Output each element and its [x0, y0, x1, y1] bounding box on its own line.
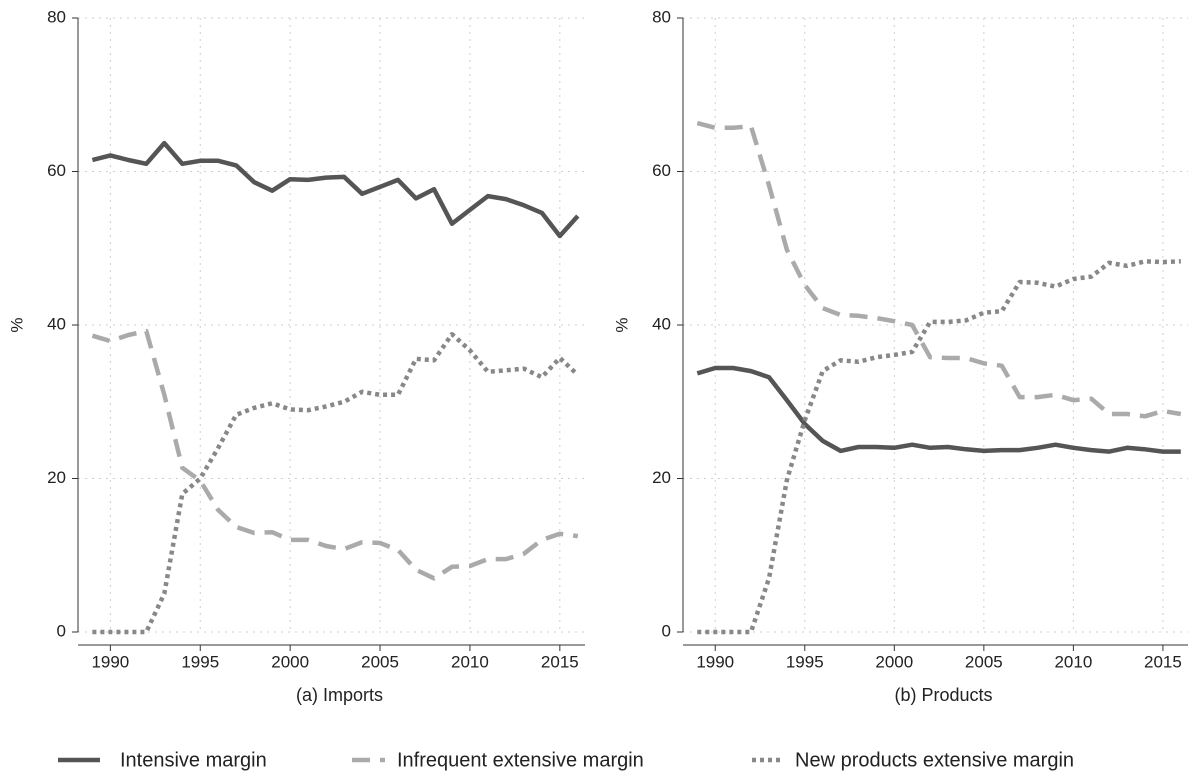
x-tick-label: 1990 — [696, 652, 734, 671]
x-tick-label: 2015 — [541, 652, 579, 671]
y-tick-label: 60 — [652, 161, 671, 180]
x-tick-label: 2005 — [361, 652, 399, 671]
x-tick-label: 2000 — [271, 652, 309, 671]
legend-label: New products extensive margin — [795, 749, 1074, 771]
series-line — [91, 328, 579, 581]
y-tick-label: 80 — [47, 7, 66, 26]
x-tick-label: 2010 — [451, 652, 489, 671]
y-axis-label: % — [7, 317, 26, 332]
legend-label: Infrequent extensive margin — [397, 749, 644, 771]
y-tick-label: 80 — [652, 7, 671, 26]
x-tick-label: 2005 — [965, 652, 1003, 671]
series-line — [697, 259, 1181, 635]
y-tick-label: 40 — [47, 314, 66, 333]
panel-title: (b) Products — [894, 685, 992, 705]
series-line — [696, 365, 1181, 454]
x-tick-label: 1995 — [181, 652, 219, 671]
y-tick-label: 40 — [652, 314, 671, 333]
y-tick-label: 20 — [47, 468, 66, 487]
y-tick-label: 0 — [662, 621, 671, 640]
x-tick-label: 2000 — [875, 652, 913, 671]
legend-label: Intensive margin — [120, 749, 267, 771]
series-line — [91, 140, 580, 239]
x-tick-label: 1990 — [91, 652, 129, 671]
y-tick-label: 20 — [652, 468, 671, 487]
series-line — [696, 120, 1182, 419]
x-tick-label: 1995 — [786, 652, 824, 671]
panel-title: (a) Imports — [296, 685, 383, 705]
y-tick-label: 0 — [57, 621, 66, 640]
series-line — [92, 331, 580, 635]
x-tick-label: 2015 — [1144, 652, 1182, 671]
y-axis-label: % — [612, 317, 631, 332]
y-tick-label: 60 — [47, 161, 66, 180]
x-tick-label: 2010 — [1054, 652, 1092, 671]
